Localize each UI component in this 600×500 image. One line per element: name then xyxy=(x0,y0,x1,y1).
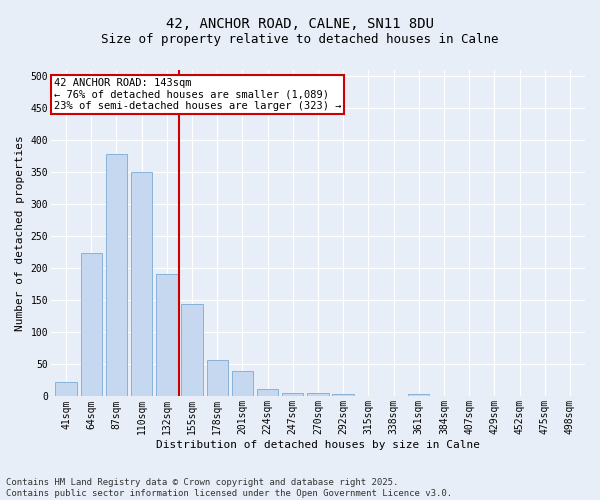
Bar xyxy=(106,154,127,396)
Text: 42, ANCHOR ROAD, CALNE, SN11 8DU: 42, ANCHOR ROAD, CALNE, SN11 8DU xyxy=(166,18,434,32)
Bar xyxy=(55,382,77,396)
Bar xyxy=(206,360,228,397)
Text: 42 ANCHOR ROAD: 143sqm
← 76% of detached houses are smaller (1,089)
23% of semi-: 42 ANCHOR ROAD: 143sqm ← 76% of detached… xyxy=(53,78,341,112)
Bar xyxy=(408,394,430,396)
Bar xyxy=(332,394,354,396)
Bar xyxy=(156,274,178,396)
Bar xyxy=(282,393,304,396)
Bar xyxy=(307,392,329,396)
Text: Contains HM Land Registry data © Crown copyright and database right 2025.
Contai: Contains HM Land Registry data © Crown c… xyxy=(6,478,452,498)
Bar xyxy=(181,304,203,396)
Text: Size of property relative to detached houses in Calne: Size of property relative to detached ho… xyxy=(101,32,499,46)
Bar xyxy=(257,390,278,396)
Y-axis label: Number of detached properties: Number of detached properties xyxy=(15,136,25,331)
X-axis label: Distribution of detached houses by size in Calne: Distribution of detached houses by size … xyxy=(156,440,480,450)
Bar xyxy=(80,253,102,396)
Bar xyxy=(131,172,152,396)
Bar xyxy=(232,371,253,396)
